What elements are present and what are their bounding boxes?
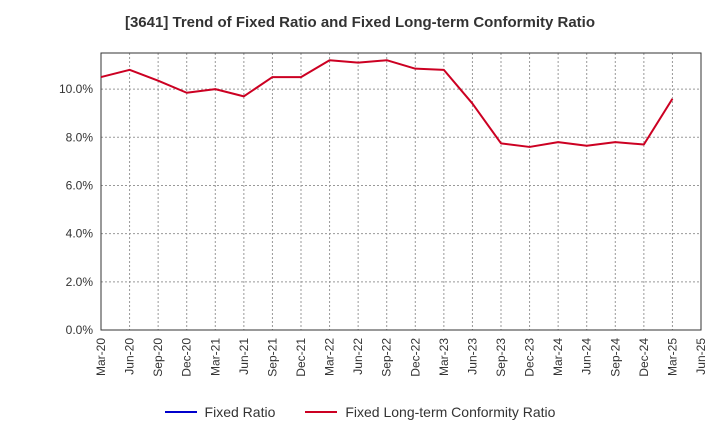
- y-tick-label: 8.0%: [66, 130, 94, 144]
- axes: [100, 52, 702, 331]
- x-tick-label: Jun-21: [237, 338, 251, 375]
- x-tick-label: Dec-22: [408, 338, 422, 377]
- x-tick-label: Sep-24: [608, 338, 622, 377]
- legend-item: Fixed Ratio: [164, 404, 276, 420]
- x-tick-label: Mar-23: [437, 338, 451, 376]
- x-tick-label: Sep-21: [265, 338, 279, 377]
- x-tick-label: Mar-25: [665, 338, 679, 376]
- legend-swatch: [305, 411, 338, 413]
- x-tick-label: Jun-24: [580, 338, 594, 375]
- grid-lines: [100, 53, 702, 331]
- x-tick-label: Dec-21: [294, 338, 308, 377]
- y-tick-label: 2.0%: [66, 275, 94, 289]
- series-line: [100, 59, 674, 148]
- plot-frame: [100, 52, 702, 331]
- legend-label: Fixed Ratio: [204, 404, 276, 420]
- x-tick-label: Jun-23: [465, 338, 479, 375]
- x-tick-label: Mar-24: [551, 338, 565, 376]
- x-tick-label: Dec-20: [180, 338, 194, 377]
- x-tick-label: Dec-24: [637, 338, 651, 377]
- legend-item: Fixed Long-term Conformity Ratio: [305, 404, 555, 420]
- y-tick-label: 6.0%: [66, 178, 94, 192]
- x-tick-label: Jun-25: [694, 338, 708, 375]
- x-tick-label: Mar-22: [323, 338, 337, 376]
- legend-label: Fixed Long-term Conformity Ratio: [345, 404, 556, 420]
- x-tick-label: Sep-20: [151, 338, 165, 377]
- legend: Fixed Ratio Fixed Long-term Conformity Ra…: [0, 404, 720, 420]
- x-tick-label: Sep-23: [494, 338, 508, 377]
- x-tick-label: Sep-22: [380, 338, 394, 377]
- y-tick-label: 10.0%: [59, 82, 93, 96]
- series-lines: [100, 59, 674, 148]
- x-tick-label: Dec-23: [523, 338, 537, 377]
- x-tick-label: Jun-22: [351, 338, 365, 375]
- y-tick-label: 4.0%: [66, 227, 94, 241]
- legend-swatch: [164, 411, 197, 413]
- x-tick-label: Jun-20: [123, 338, 137, 375]
- chart-title: [3641] Trend of Fixed Ratio and Fixed Lo…: [124, 14, 596, 31]
- x-tick-label: Mar-20: [94, 338, 108, 376]
- y-tick-label: 0.0%: [66, 323, 94, 337]
- tick-labels: 0.0% 2.0% 4.0% 6.0% 8.0% 10.0% Mar-20 Jun-20 Sep…: [59, 82, 708, 377]
- x-tick-label: Mar-21: [208, 338, 222, 376]
